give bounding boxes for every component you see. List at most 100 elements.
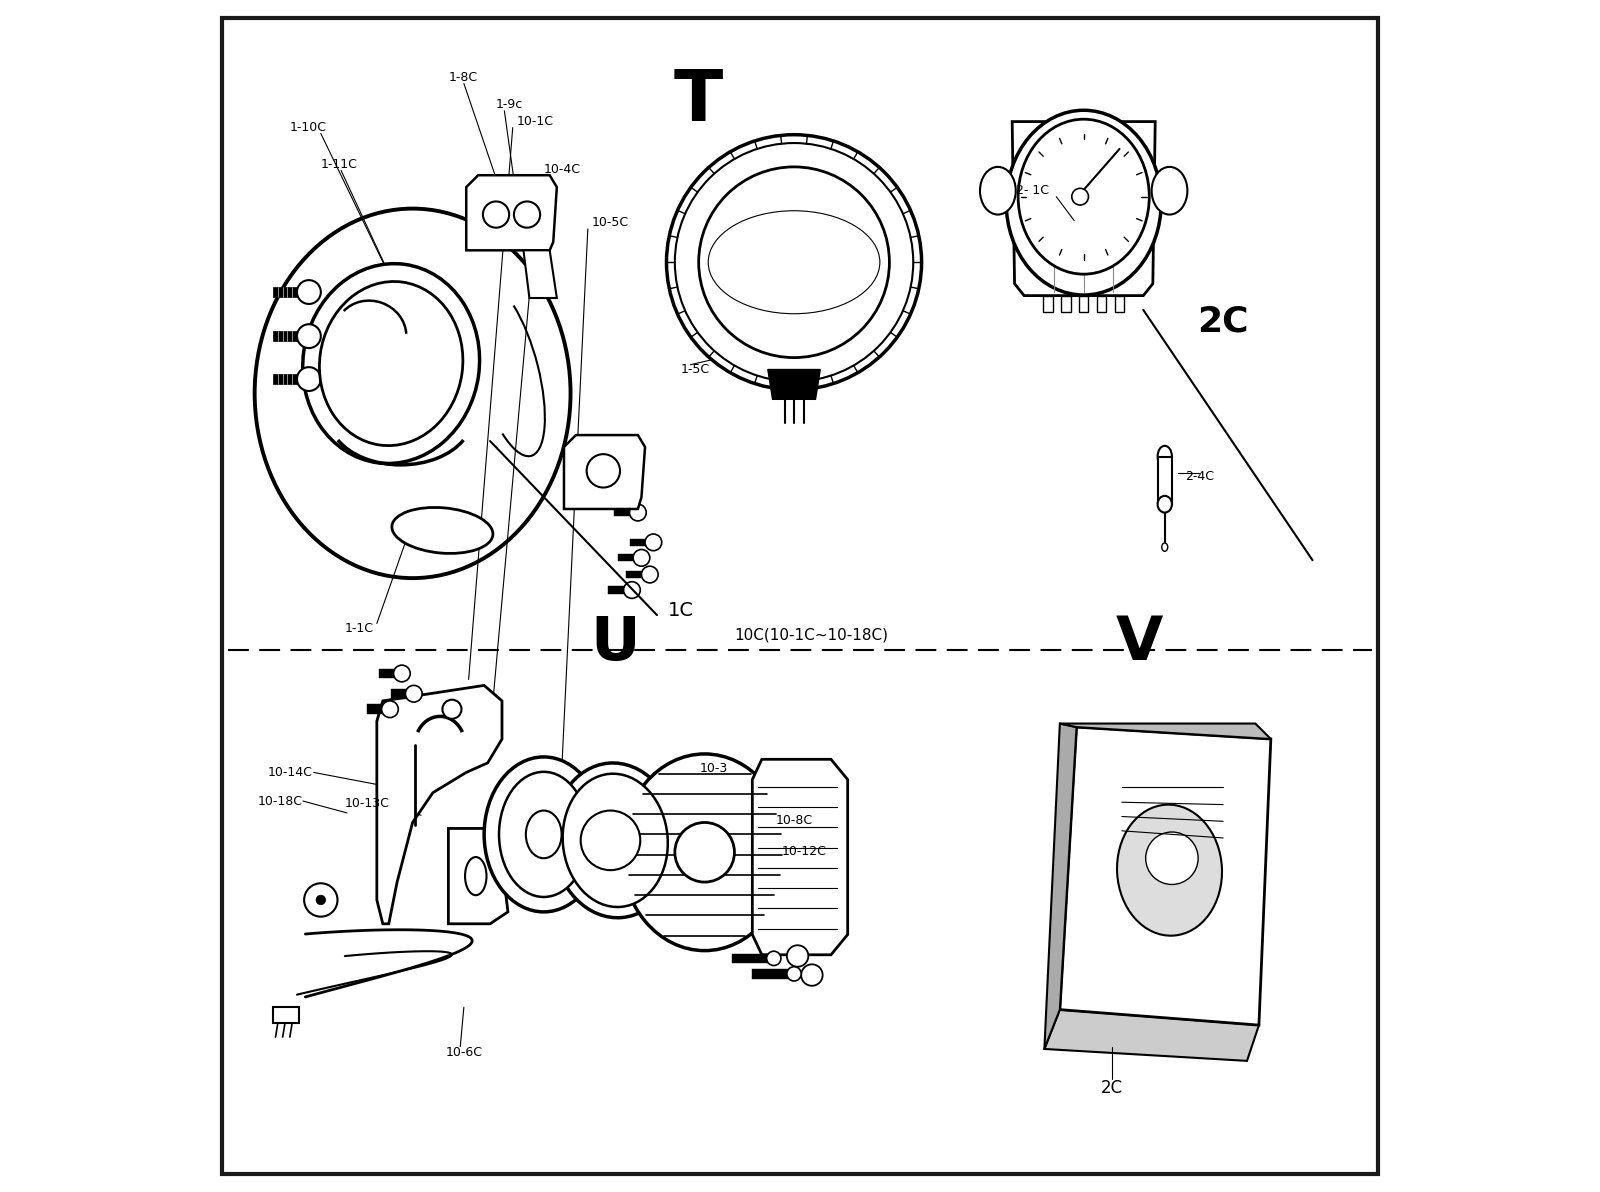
Polygon shape (466, 175, 557, 250)
Polygon shape (752, 969, 789, 979)
Ellipse shape (1157, 496, 1171, 513)
Polygon shape (733, 954, 768, 963)
Text: 10-4C: 10-4C (544, 163, 581, 175)
Ellipse shape (302, 263, 480, 464)
Circle shape (645, 534, 662, 551)
Ellipse shape (254, 209, 571, 578)
Text: 10-18C: 10-18C (258, 795, 302, 807)
Polygon shape (274, 287, 299, 297)
Ellipse shape (1157, 446, 1171, 467)
Ellipse shape (317, 895, 325, 905)
Polygon shape (1059, 727, 1270, 1025)
Text: 1-1C: 1-1C (344, 622, 374, 634)
Polygon shape (368, 704, 384, 714)
Polygon shape (1045, 1010, 1259, 1061)
Text: 1-8C: 1-8C (448, 72, 477, 83)
Text: 10-8C: 10-8C (776, 814, 813, 826)
Ellipse shape (485, 757, 603, 912)
Polygon shape (1061, 296, 1070, 312)
Polygon shape (1043, 296, 1053, 312)
Polygon shape (274, 1007, 299, 1023)
Circle shape (581, 811, 640, 870)
Text: 10-6C: 10-6C (445, 1047, 482, 1058)
Text: 2- 1C: 2- 1C (1016, 185, 1050, 197)
Text: 1-9c: 1-9c (496, 99, 523, 111)
Circle shape (298, 280, 322, 304)
Ellipse shape (499, 772, 589, 898)
Polygon shape (614, 509, 632, 516)
Ellipse shape (483, 201, 509, 228)
Circle shape (1072, 188, 1088, 205)
Ellipse shape (1162, 544, 1168, 551)
Text: 1C: 1C (667, 601, 694, 620)
Polygon shape (1115, 296, 1125, 312)
Circle shape (675, 143, 914, 381)
Ellipse shape (392, 508, 493, 553)
Circle shape (787, 967, 802, 981)
Circle shape (802, 964, 822, 986)
Circle shape (304, 883, 338, 917)
Circle shape (624, 582, 640, 598)
Polygon shape (1059, 724, 1270, 739)
Text: 1-5C: 1-5C (682, 364, 710, 375)
Ellipse shape (526, 811, 562, 858)
Polygon shape (752, 759, 848, 955)
Text: 10-12C: 10-12C (782, 845, 827, 857)
Polygon shape (1045, 724, 1077, 1049)
Ellipse shape (563, 774, 667, 907)
Polygon shape (618, 554, 635, 561)
Text: 10-3: 10-3 (701, 763, 728, 775)
Polygon shape (274, 374, 299, 384)
Circle shape (766, 951, 781, 966)
Polygon shape (378, 685, 502, 924)
Circle shape (787, 945, 808, 967)
Polygon shape (448, 828, 507, 924)
Ellipse shape (514, 201, 541, 228)
Circle shape (298, 324, 322, 348)
Ellipse shape (1152, 167, 1187, 215)
Ellipse shape (320, 281, 462, 446)
Text: T: T (674, 67, 723, 136)
Circle shape (667, 135, 922, 390)
Ellipse shape (466, 857, 486, 895)
Circle shape (642, 566, 658, 583)
Text: 2C: 2C (1101, 1079, 1123, 1098)
Circle shape (442, 700, 461, 719)
Polygon shape (629, 539, 648, 546)
Text: 10-13C: 10-13C (344, 797, 389, 809)
Ellipse shape (741, 230, 848, 294)
Circle shape (629, 504, 646, 521)
Ellipse shape (621, 755, 789, 951)
Circle shape (298, 367, 322, 391)
Ellipse shape (979, 167, 1016, 215)
Polygon shape (390, 689, 408, 699)
Circle shape (405, 685, 422, 702)
Polygon shape (626, 571, 643, 578)
Text: 1-10C: 1-10C (290, 122, 326, 134)
Text: 2C: 2C (1197, 305, 1250, 339)
Circle shape (394, 665, 410, 682)
Circle shape (699, 167, 890, 358)
Text: U: U (590, 614, 640, 673)
Text: 10-14C: 10-14C (267, 766, 312, 778)
Polygon shape (1098, 296, 1106, 312)
Polygon shape (1078, 296, 1088, 312)
Text: 2-4C: 2-4C (1186, 471, 1214, 483)
Circle shape (382, 701, 398, 718)
Text: 10-5C: 10-5C (592, 217, 629, 229)
Ellipse shape (709, 211, 880, 313)
Polygon shape (274, 331, 299, 341)
Polygon shape (523, 250, 557, 298)
Circle shape (675, 822, 734, 882)
Text: 1-11C: 1-11C (322, 159, 358, 170)
Ellipse shape (552, 763, 678, 918)
Text: 10C(10-1C~10-18C): 10C(10-1C~10-18C) (734, 628, 888, 642)
Ellipse shape (1117, 805, 1222, 936)
Polygon shape (1157, 457, 1171, 504)
Ellipse shape (1018, 119, 1149, 274)
Circle shape (1146, 832, 1198, 884)
Text: V: V (1117, 614, 1163, 673)
Polygon shape (1013, 122, 1155, 296)
Polygon shape (608, 586, 626, 594)
Ellipse shape (1006, 111, 1162, 296)
